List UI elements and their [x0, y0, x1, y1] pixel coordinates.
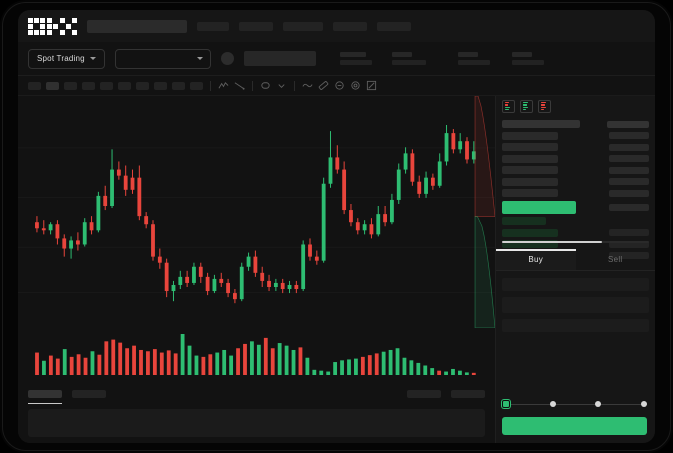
buy-sell-tabs: Buy Sell [496, 249, 655, 271]
candlestick-chart[interactable] [18, 96, 495, 328]
okx-trading-app: Spot Trading [18, 10, 655, 443]
timeframe-1h[interactable] [100, 81, 113, 90]
orderbook-row[interactable] [502, 166, 649, 174]
orderbook-last-price-row [502, 200, 649, 214]
orderbook-view-controls [496, 96, 655, 116]
slider-step-0[interactable] [502, 400, 510, 408]
ruler-icon[interactable] [318, 80, 329, 91]
trend-line-icon[interactable] [234, 80, 245, 91]
chevron-down-icon[interactable] [276, 80, 287, 91]
orders-tab-open[interactable] [28, 390, 62, 404]
timeframe-4h[interactable] [118, 81, 131, 90]
settings-icon[interactable] [350, 80, 361, 91]
candlestick-chart-canvas [18, 125, 495, 304]
timeframe-30m[interactable] [82, 81, 95, 90]
orderbook-row[interactable] [502, 131, 649, 140]
orderbook-row[interactable] [502, 189, 649, 197]
tab-buy[interactable]: Buy [496, 249, 576, 270]
ticker-bar: Spot Trading [18, 42, 655, 76]
orders-tab-bar [18, 383, 495, 405]
chevron-down-icon [196, 57, 203, 60]
chevron-down-icon [89, 57, 96, 60]
toolbar-divider [294, 80, 295, 91]
tab-sell[interactable]: Sell [607, 255, 623, 264]
orderbook-row[interactable] [502, 228, 649, 237]
orderbook-scrollbar[interactable] [502, 241, 649, 243]
stat-24h-change [339, 52, 372, 65]
toolbar-divider [210, 80, 211, 91]
timeframe-1mo[interactable] [172, 81, 185, 90]
orderbook-header-row [502, 120, 649, 128]
timeframe-1w[interactable] [154, 81, 167, 90]
volume-chart[interactable] [18, 328, 495, 383]
spot-trading-mode-selector[interactable]: Spot Trading [28, 48, 105, 69]
magnet-icon[interactable] [334, 80, 345, 91]
depth-overlay [474, 96, 495, 328]
timeframe-5m[interactable] [46, 81, 59, 90]
orderbook-view-bids[interactable] [520, 99, 533, 113]
nav-item-trade[interactable] [197, 21, 229, 31]
slider-step-1[interactable] [549, 401, 556, 407]
orders-tab-history[interactable] [72, 390, 106, 398]
stat-24h-low [457, 52, 490, 65]
timeframe-15m[interactable] [64, 81, 77, 90]
slider-step-3[interactable] [640, 401, 647, 407]
timeframe-1m[interactable] [28, 81, 41, 90]
toolbar-divider [252, 80, 253, 91]
line-chart-icon[interactable] [218, 80, 229, 91]
amount-percent-slider[interactable] [496, 395, 655, 413]
orderbook-row[interactable] [502, 177, 649, 186]
slider-track[interactable] [502, 400, 647, 408]
orderbook-rows[interactable] [496, 116, 655, 260]
timeframe-1d[interactable] [136, 81, 149, 90]
fullscreen-icon[interactable] [366, 80, 377, 91]
chart-toolbar [18, 76, 655, 96]
order-total-field[interactable] [502, 319, 649, 332]
orders-action-2[interactable] [451, 390, 485, 398]
stat-24h-high [391, 52, 426, 65]
fib-icon[interactable] [260, 80, 271, 91]
chart-column [18, 96, 495, 443]
order-form [496, 271, 655, 395]
orders-table-placeholder [28, 409, 485, 437]
orders-action-1[interactable] [407, 390, 441, 398]
nav-item-earn[interactable] [283, 21, 323, 31]
trading-pair-selector[interactable] [114, 48, 211, 69]
slider-step-2[interactable] [595, 401, 602, 407]
orderbook-row[interactable] [502, 143, 649, 151]
volume-chart-canvas [35, 334, 476, 375]
place-buy-order-button[interactable] [502, 417, 647, 435]
nav-item-assets[interactable] [333, 21, 367, 31]
coin-avatar [220, 52, 234, 65]
orderbook-view-both[interactable] [502, 99, 515, 113]
timeframe-more[interactable] [190, 81, 203, 90]
nav-item-markets[interactable] [239, 21, 273, 31]
orderbook-view-asks[interactable] [538, 99, 551, 113]
spot-trading-label: Spot Trading [37, 54, 85, 63]
order-amount-field[interactable] [502, 297, 649, 313]
main-content: Buy Sell [18, 96, 655, 443]
order-price-field[interactable] [502, 278, 649, 291]
search-input[interactable] [87, 19, 187, 33]
orderbook-row[interactable] [502, 154, 649, 163]
wave-icon[interactable] [302, 80, 313, 91]
last-price-display [243, 51, 316, 66]
order-panel: Buy Sell [495, 96, 655, 443]
top-navigation-bar [18, 10, 655, 42]
okx-logo[interactable] [28, 17, 77, 35]
orderbook-row[interactable] [502, 217, 649, 225]
nav-item-more[interactable] [377, 21, 411, 31]
stat-24h-volume [511, 52, 544, 65]
orderbook-row[interactable] [502, 240, 649, 248]
